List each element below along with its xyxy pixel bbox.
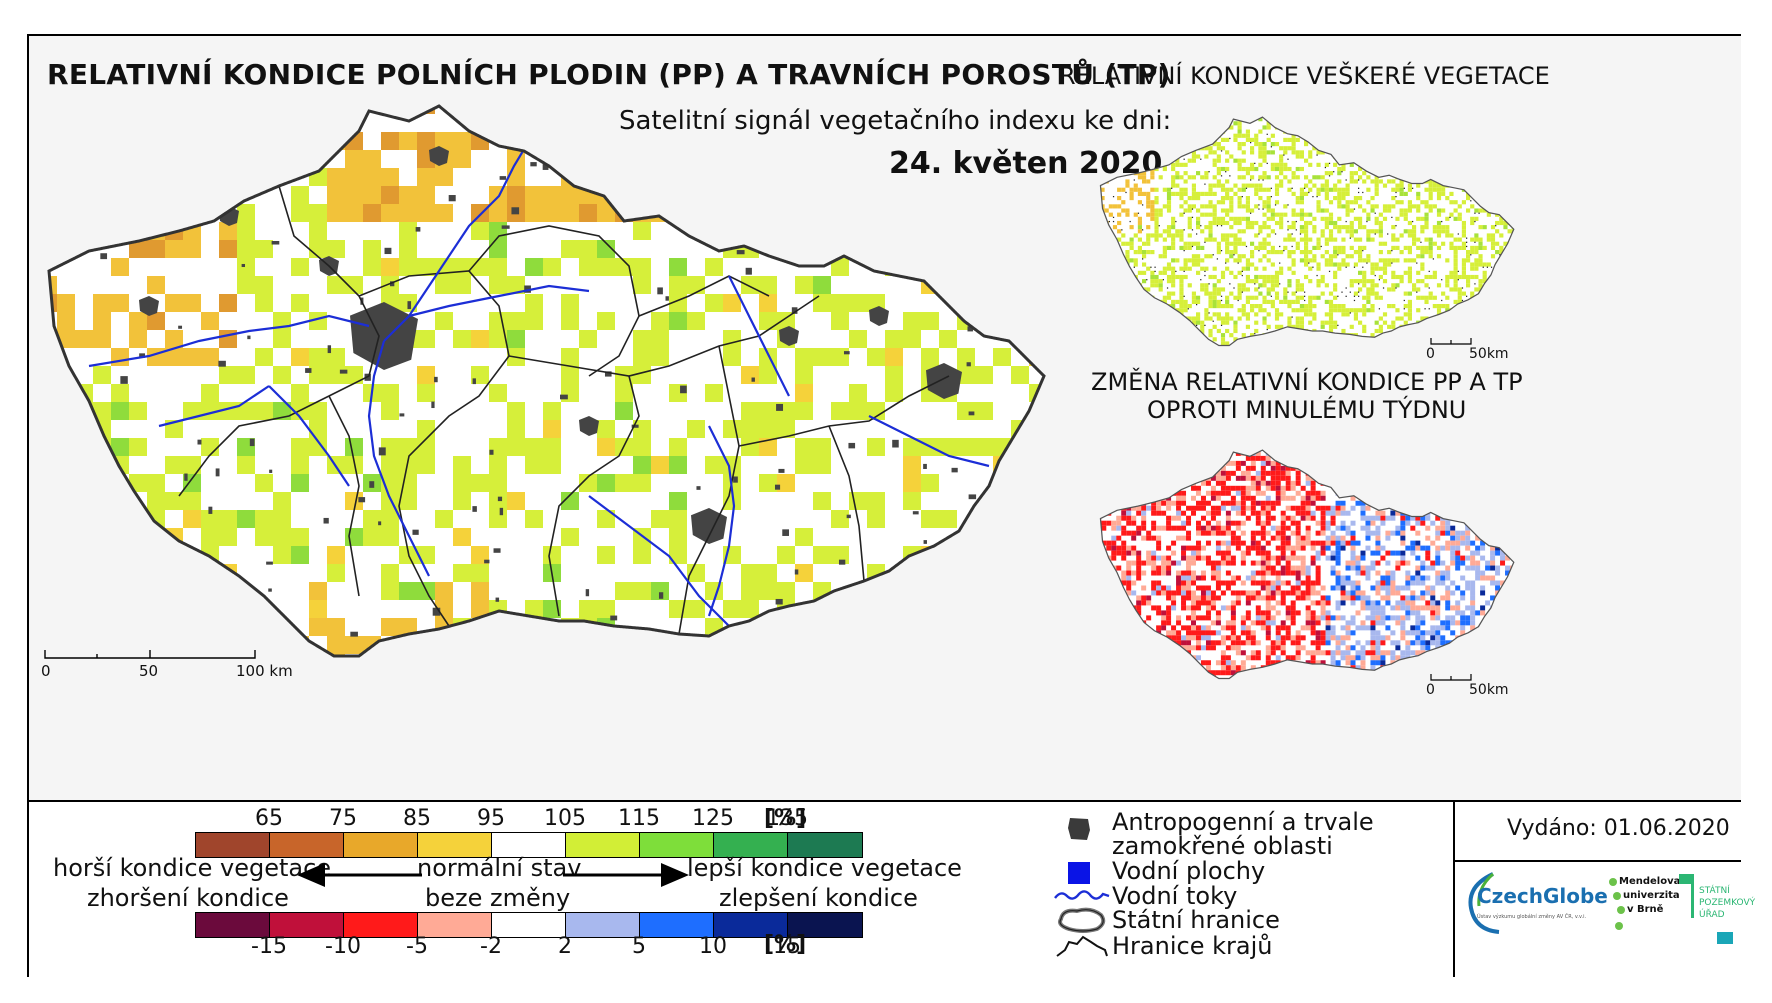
- date-label: 24. květen 2020: [889, 146, 1163, 181]
- anthropogenic-swatch: [1068, 818, 1090, 840]
- main-scale-bar: [44, 650, 256, 659]
- subtitle: Satelitní signál vegetačního indexu ke d…: [619, 106, 1172, 136]
- change-ramp-cell-3: [418, 913, 492, 937]
- better-label-2: zlepšení kondice: [719, 884, 918, 912]
- czechglobe-subtitle: Ústav výzkumu globální změny AV ČR, v.v.…: [1477, 914, 1587, 920]
- worse-label-1: horší kondice vegetace: [53, 854, 332, 882]
- legend-anthropogenic-1: Antropogenní a trvale: [1112, 808, 1374, 836]
- change-ticks-label-4: 2: [558, 934, 572, 959]
- state-border-icon: [1058, 907, 1106, 933]
- condition-color-ramp: [195, 832, 863, 858]
- legend-rivers: Vodní toky: [1112, 882, 1238, 910]
- cond-ticks-label-2: 85: [403, 806, 431, 831]
- inset-top-scale-50: 50km: [1469, 346, 1509, 362]
- inset-top-scale-bar: [1430, 338, 1472, 345]
- cond-ticks-label-7: 135: [766, 806, 808, 831]
- inset-top-scale-0: 0: [1426, 346, 1435, 362]
- mendel-line-2: univerzita: [1623, 890, 1680, 901]
- logos-box: CzechGlobe Ústav výzkumu globální změny …: [1453, 862, 1755, 977]
- inset-bottom-scale-0: 0: [1426, 682, 1435, 698]
- main-scale-label-100: 100 km: [236, 662, 293, 680]
- water-body-swatch: [1068, 862, 1090, 884]
- cond-ramp-cell-0: [196, 833, 270, 857]
- cond-ticks-label-4: 105: [544, 806, 586, 831]
- spu-line-1: STÁTNÍ: [1699, 886, 1730, 896]
- mendel-line-3: v Brně: [1627, 904, 1664, 915]
- state-border: [47, 104, 1046, 658]
- change-ramp-cell-5: [566, 913, 640, 937]
- cond-ramp-cell-3: [418, 833, 492, 857]
- issued-date: Vydáno: 01.06.2020: [1507, 816, 1730, 841]
- inset-bottom-title-1: ZMĚNA RELATIVNÍ KONDICE PP A TP: [1091, 368, 1523, 396]
- change-ticks-label-6: 10: [699, 934, 727, 959]
- cond-ticks-label-3: 95: [477, 806, 505, 831]
- better-label-1: lepší kondice vegetace: [687, 854, 962, 882]
- change-ticks-label-5: 5: [632, 934, 646, 959]
- issued-box: Vydáno: 01.06.2020: [1453, 802, 1741, 862]
- region-borders: [178, 185, 950, 635]
- spu-line-2: POZEMKOVÝ: [1699, 898, 1756, 908]
- change-ramp-cell-2: [344, 913, 418, 937]
- change-unit: [%]: [764, 932, 807, 957]
- cond-ramp-cell-5: [566, 833, 640, 857]
- change-ramp-cell-6: [640, 913, 714, 937]
- change-ticks-label-1: -10: [325, 934, 361, 959]
- change-ramp-cell-4: [492, 913, 566, 937]
- inset-bottom-scale-50: 50km: [1469, 682, 1509, 698]
- cond-ramp-cell-1: [270, 833, 344, 857]
- normal-label-2: beze změny: [425, 884, 571, 912]
- czechglobe-logo-icon: [1468, 872, 1500, 934]
- main-scale-label-0: 0: [41, 662, 51, 680]
- better-arrow-icon: [563, 863, 689, 887]
- cond-ticks-label-0: 65: [255, 806, 283, 831]
- legend-state-border: Státní hranice: [1112, 906, 1280, 934]
- czechglobe-logo: CzechGlobe: [1477, 884, 1608, 908]
- cond-ticks-label-5: 115: [618, 806, 660, 831]
- main-title: RELATIVNÍ KONDICE POLNÍCH PLODIN (PP) A …: [47, 58, 1171, 91]
- change-ticks-label-0: -15: [251, 934, 287, 959]
- cond-ramp-cell-8: [788, 833, 862, 857]
- change-color-ramp: [195, 912, 863, 938]
- spu-logo-icon: [1679, 874, 1733, 944]
- inset-bottom-title-2: OPROTI MINULÉMU TÝDNU: [1147, 396, 1467, 424]
- worse-label-2: zhoršení kondice: [87, 884, 289, 912]
- change-ticks-label-3: -2: [480, 934, 502, 959]
- map-sheet: RELATIVNÍ KONDICE POLNÍCH PLODIN (PP) A …: [27, 34, 1755, 977]
- main-scale-label-50: 50: [139, 662, 159, 680]
- river-line-icon: [1054, 890, 1110, 900]
- cond-ramp-cell-7: [714, 833, 788, 857]
- region-border-icon: [1056, 935, 1108, 957]
- legend-water-bodies: Vodní plochy: [1112, 857, 1266, 885]
- cond-ticks-label-1: 75: [329, 806, 357, 831]
- normal-label-1: normální stav: [417, 854, 582, 882]
- main-condition-map: [44, 104, 1046, 659]
- legend-region-border: Hranice krajů: [1112, 932, 1273, 960]
- worse-arrow-icon: [297, 863, 422, 887]
- cond-ramp-cell-6: [640, 833, 714, 857]
- inset-change-map: [1099, 449, 1515, 680]
- mendel-line-1: Mendelova: [1619, 876, 1681, 887]
- change-ramp-cell-8: [788, 913, 862, 937]
- map-panel: RELATIVNÍ KONDICE POLNÍCH PLODIN (PP) A …: [29, 36, 1741, 800]
- legend-panel: 65 75 85 95 105 115 125 135 [%] horší kondice v…: [29, 800, 1755, 977]
- legend-anthropogenic-2: zamokřené oblasti: [1112, 832, 1333, 860]
- cond-ticks-label-6: 125: [692, 806, 734, 831]
- cond-ramp-cell-4: [492, 833, 566, 857]
- change-ticks-label-7: 15: [773, 934, 801, 959]
- mendel-logo-icon: [1609, 878, 1625, 930]
- change-ramp-cell-1: [270, 913, 344, 937]
- change-ticks-label-2: -5: [406, 934, 428, 959]
- condition-unit: [%]: [764, 806, 807, 831]
- change-ramp-cell-7: [714, 913, 788, 937]
- spu-line-3: ÚŘAD: [1699, 910, 1725, 920]
- inset-top-title: RELATIVNÍ KONDICE VEŠKERÉ VEGETACE: [1059, 62, 1550, 90]
- rivers: [88, 140, 990, 627]
- inset-all-vegetation-map: [1099, 116, 1515, 347]
- inset-bottom-scale-bar: [1430, 674, 1472, 681]
- change-ramp-cell-0: [196, 913, 270, 937]
- cond-ramp-cell-2: [344, 833, 418, 857]
